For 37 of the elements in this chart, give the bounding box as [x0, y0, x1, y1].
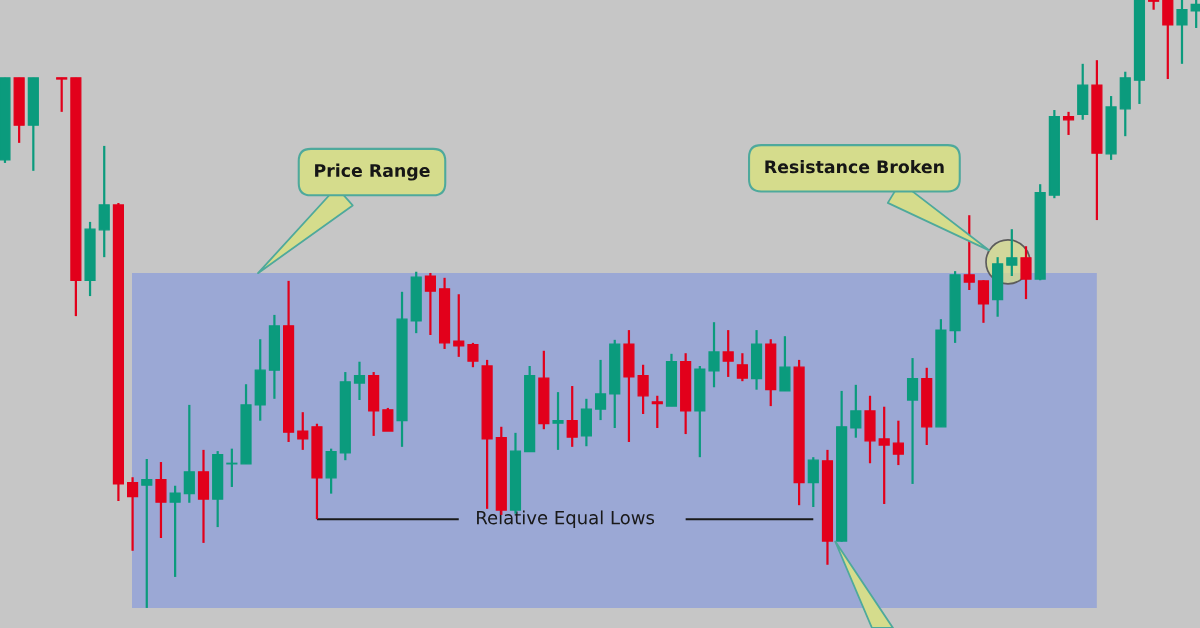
candlestick [424, 271, 436, 337]
candlestick [651, 394, 663, 430]
candlestick [963, 214, 975, 292]
candlestick [226, 447, 238, 489]
series-label: Relative Equal Lows [477, 510, 655, 528]
candlestick [1190, 0, 1200, 30]
candlestick [141, 457, 153, 610]
candlestick [850, 383, 862, 439]
candlestick [56, 76, 68, 113]
candlestick [1006, 228, 1018, 278]
candlestick [906, 356, 919, 486]
candlestick [637, 363, 649, 416]
candlestick [155, 460, 167, 540]
candlestick [878, 405, 890, 506]
candlestick [552, 391, 564, 451]
candlestick [1020, 245, 1032, 301]
candlestick [467, 341, 479, 369]
candlestick [566, 384, 578, 448]
candlestick [779, 335, 791, 393]
annotation: Price Range [315, 163, 430, 181]
candlestick [736, 352, 748, 383]
candlestick [382, 406, 394, 433]
candlestick [1176, 0, 1188, 65]
candlestick [127, 476, 139, 552]
annotation: Resistance Broken [765, 159, 944, 174]
candlestick [453, 293, 465, 358]
candlestick [183, 403, 195, 504]
candlestick [297, 411, 309, 451]
candlestick [722, 329, 734, 379]
candlestick [169, 484, 181, 579]
candlestick [807, 456, 819, 509]
candlestick [594, 358, 607, 422]
candlestick [353, 360, 366, 402]
candlestick [1062, 110, 1075, 137]
candlestick [977, 279, 990, 324]
candlestick [708, 321, 720, 389]
candlestick [892, 419, 904, 467]
